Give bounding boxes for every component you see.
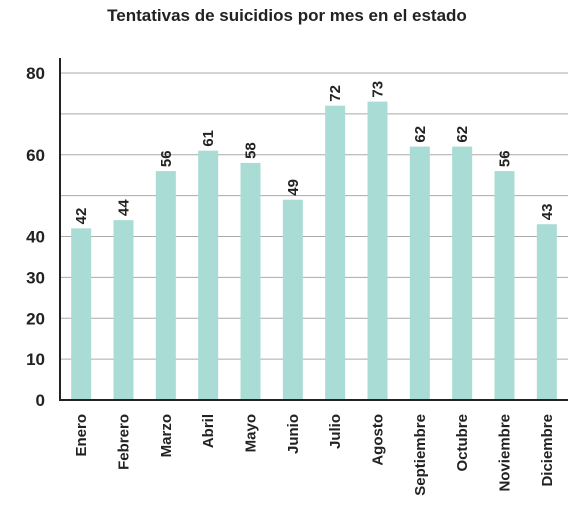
- x-tick-labels: Enero Febrero Marzo Abril Mayo Junio Julio Agos…: [73, 414, 556, 496]
- y-tick-label-80: 80: [26, 64, 45, 83]
- bar-diciembre: [536, 224, 557, 400]
- data-label-mayo: 58: [243, 142, 260, 159]
- axes: [59, 58, 568, 401]
- bar-octubre: [452, 146, 473, 400]
- data-label-octubre: 62: [454, 126, 471, 143]
- data-label-abril: 61: [200, 130, 217, 147]
- bar-febrero: [113, 220, 134, 400]
- bar-abril: [198, 150, 219, 400]
- y-tick-labels: 0 10 20 30 40 60 80: [26, 64, 45, 410]
- data-label-diciembre: 43: [539, 204, 556, 221]
- data-label-junio: 49: [285, 179, 302, 196]
- x-tick-label-octubre: Octubre: [454, 414, 471, 472]
- x-tick-label-agosto: Agosto: [370, 414, 387, 466]
- data-label-enero: 42: [73, 208, 90, 225]
- x-tick-label-noviembre: Noviembre: [497, 414, 514, 492]
- bar-noviembre: [494, 171, 515, 400]
- x-tick-label-febrero: Febrero: [116, 414, 133, 470]
- chart-title: Tentativas de suicidios por mes en el es…: [107, 6, 467, 25]
- x-tick-label-enero: Enero: [73, 414, 90, 457]
- bar-mayo: [240, 162, 261, 400]
- bar-enero: [71, 228, 92, 400]
- bar-marzo: [155, 171, 176, 400]
- data-label-julio: 72: [327, 85, 344, 102]
- data-label-febrero: 44: [116, 199, 133, 216]
- bars: [71, 101, 557, 401]
- x-tick-label-julio: Julio: [327, 414, 344, 449]
- data-label-septiembre: 62: [412, 126, 429, 143]
- y-tick-label-30: 30: [26, 268, 45, 287]
- x-tick-label-abril: Abril: [200, 414, 217, 448]
- x-tick-label-mayo: Mayo: [243, 414, 260, 452]
- data-labels: 42 44 56 61 58 49 72 73 62 62 56 43: [73, 81, 556, 224]
- data-label-marzo: 56: [158, 150, 175, 167]
- y-tick-label-0: 0: [36, 391, 45, 410]
- bar-junio: [282, 199, 303, 400]
- x-tick-label-marzo: Marzo: [158, 414, 175, 457]
- y-tick-label-10: 10: [26, 350, 45, 369]
- x-tick-label-junio: Junio: [285, 414, 302, 454]
- y-tick-label-20: 20: [26, 309, 45, 328]
- y-tick-label-40: 40: [26, 228, 45, 247]
- y-tick-label-60: 60: [26, 146, 45, 165]
- x-tick-label-septiembre: Septiembre: [412, 414, 429, 496]
- bar-agosto: [367, 101, 388, 401]
- gridlines: [60, 72, 568, 360]
- bar-julio: [325, 105, 346, 400]
- x-tick-label-diciembre: Diciembre: [539, 414, 556, 487]
- data-label-noviembre: 56: [497, 150, 514, 167]
- data-label-agosto: 73: [370, 81, 387, 98]
- bar-septiembre: [409, 146, 430, 400]
